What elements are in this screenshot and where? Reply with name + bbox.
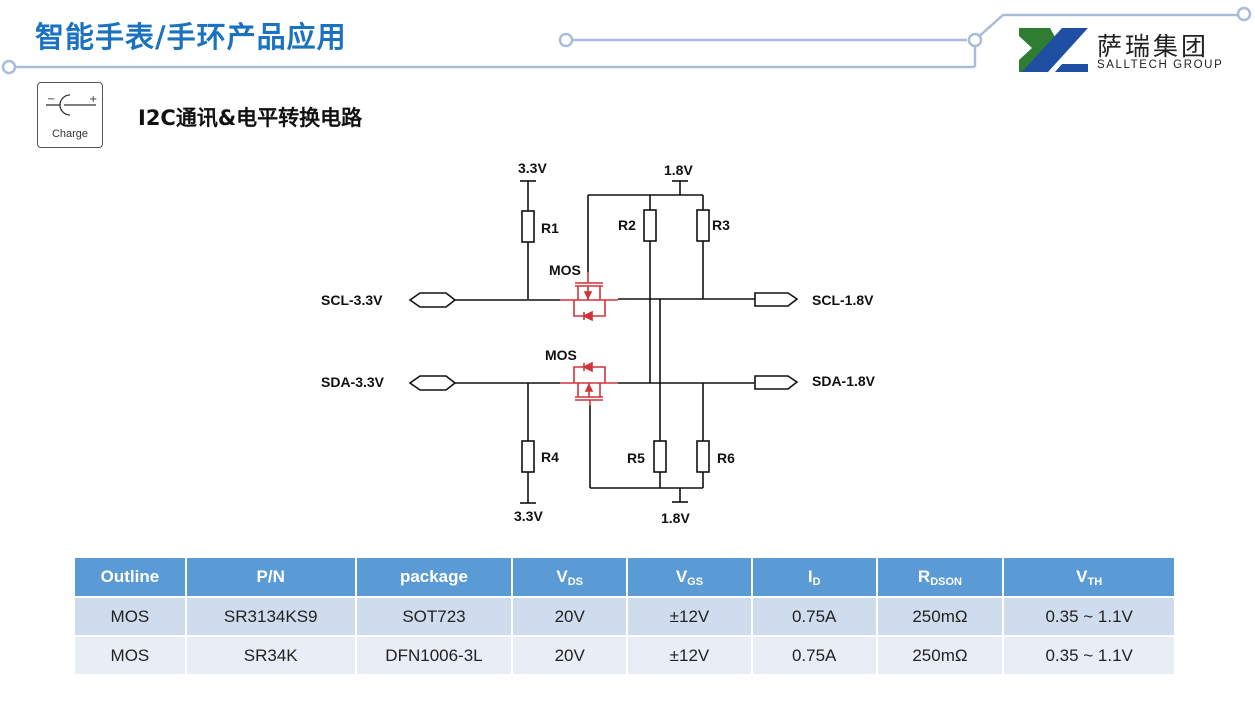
column-header: VGS: [626, 556, 753, 598]
table-cell: SOT723: [354, 596, 514, 637]
header-main: Outline: [100, 567, 160, 586]
svg-text:+: +: [89, 94, 97, 105]
charge-label: Charge: [51, 128, 89, 140]
logo-text-cn: 萨瑞集团: [1097, 32, 1210, 61]
table-cell: SR34K: [184, 635, 357, 676]
table-cell: 0.35 ~ 1.1V: [1002, 596, 1176, 637]
column-header: ID: [750, 556, 878, 598]
r6-label: R6: [717, 450, 735, 466]
sda-left-label: SDA-3.3V: [321, 374, 385, 390]
column-header: P/N: [184, 556, 357, 598]
header-main: package: [399, 567, 468, 586]
mos-bottom-symbol: [560, 361, 618, 406]
section-title: I2C通讯&电平转换电路: [138, 106, 363, 130]
sda-right-label: SDA-1.8V: [812, 373, 876, 389]
charge-icon: − + Charge: [37, 82, 103, 148]
mos-top-label: MOS: [549, 262, 581, 278]
column-header: VDS: [511, 556, 629, 598]
logo-text-en: SALLTECH GROUP: [1097, 59, 1224, 71]
v18-bottom-label: 1.8V: [661, 510, 690, 526]
table-cell: 0.75A: [750, 635, 878, 676]
scl-left-connector: [408, 292, 457, 308]
r5-resistor: [653, 440, 667, 473]
r1-resistor: [521, 210, 535, 243]
r3-label: R3: [712, 217, 730, 233]
header-main: V: [1076, 566, 1088, 586]
table-cell: 20V: [511, 596, 629, 637]
r1-label: R1: [541, 220, 559, 236]
page-title: 智能手表/手环产品应用: [35, 20, 347, 54]
table-cell: MOS: [73, 596, 187, 637]
table-row: MOS SR3134KS9 SOT723 20V ±12V 0.75A 250mΩ 0.35 …: [73, 596, 1176, 637]
header-subscript: D: [812, 575, 821, 588]
column-header: RDSON: [875, 556, 1005, 598]
r4-label: R4: [541, 449, 559, 465]
table-cell: ±12V: [626, 635, 753, 676]
table-cell: 20V: [511, 635, 629, 676]
r2-label: R2: [618, 217, 636, 233]
table-cell: 250mΩ: [875, 596, 1005, 637]
table-cell: 0.75A: [750, 596, 878, 637]
logo-mark: [1019, 28, 1088, 72]
table-cell: 0.35 ~ 1.1V: [1002, 635, 1176, 676]
r4-resistor: [521, 440, 535, 473]
r3-resistor: [696, 209, 710, 242]
table-cell: MOS: [73, 635, 187, 676]
r2-resistor: [643, 209, 657, 242]
header-main: V: [675, 566, 688, 586]
r6-resistor: [696, 440, 710, 473]
sda-left-connector: [408, 375, 457, 391]
table-cell: 250mΩ: [875, 635, 1005, 676]
r5-label: R5: [627, 450, 645, 466]
column-header: Outline: [73, 556, 187, 598]
v18-top-label: 1.8V: [664, 162, 693, 178]
v33-bottom-label: 3.3V: [514, 508, 543, 524]
header-subscript: DSON: [930, 575, 962, 588]
header-subscript: GS: [687, 575, 704, 588]
mos-spec-table: Outline P/N package VDS VGS ID RDSON VTH MOS SR3…: [73, 556, 1176, 676]
scl-right-label: SCL-1.8V: [812, 292, 874, 308]
table-cell: ±12V: [626, 596, 753, 637]
header-subscript: TH: [1087, 575, 1103, 588]
mos-top-symbol: [560, 272, 618, 322]
table-row: MOS SR34K DFN1006-3L 20V ±12V 0.75A 250mΩ 0.35 …: [73, 635, 1176, 676]
header-main: R: [917, 566, 931, 586]
scl-right-connector: [754, 292, 799, 307]
header-main: V: [556, 566, 568, 586]
table-cell: DFN1006-3L: [354, 635, 514, 676]
column-header: VTH: [1002, 556, 1176, 598]
header-main: I: [807, 566, 813, 586]
svg-text:−: −: [47, 94, 55, 105]
scl-left-label: SCL-3.3V: [321, 292, 383, 308]
mos-bottom-label: MOS: [545, 347, 577, 363]
column-header: package: [354, 556, 514, 598]
header-main: P/N: [256, 567, 285, 586]
table-cell: SR3134KS9: [184, 596, 357, 637]
v33-top-label: 3.3V: [518, 160, 547, 176]
header-subscript: DS: [567, 575, 584, 588]
sda-right-connector: [754, 375, 799, 390]
